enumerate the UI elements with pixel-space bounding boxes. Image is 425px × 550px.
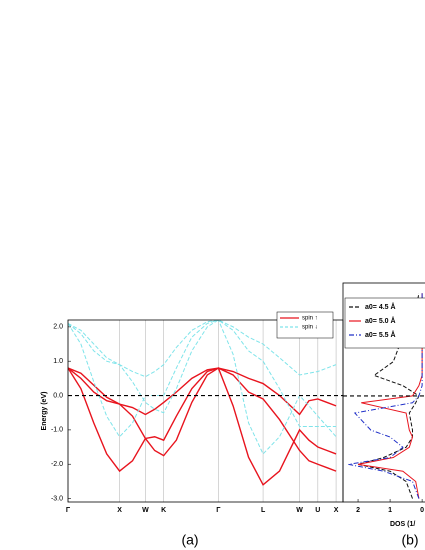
x-tick-label: Γ	[66, 507, 71, 514]
x-tick-label: X	[334, 507, 339, 514]
x-tick-label: 2	[356, 507, 360, 514]
plot-frame	[342, 282, 425, 503]
x-tick-label: L	[261, 507, 266, 514]
legend-label: a0= 4.5 Å	[365, 302, 396, 311]
legend-label: spin ↓	[302, 325, 318, 331]
y-tick-label: 1.0	[53, 358, 63, 365]
legend-label: a0= 5.5 Å	[365, 330, 396, 339]
legend-box	[344, 297, 425, 349]
band-line	[68, 320, 337, 378]
y-tick-label: -1.0	[51, 427, 63, 434]
x-axis-label: DOS (1/	[390, 521, 415, 528]
x-tick-label: 0	[420, 507, 424, 514]
x-tick-label: 1	[388, 507, 392, 514]
x-tick-label: W	[142, 507, 149, 514]
x-tick-label: Γ	[216, 507, 221, 514]
y-tick-label: 0.0	[53, 392, 63, 399]
legend-label: spin ↑	[302, 316, 318, 322]
y-tick-label: -3.0	[51, 495, 63, 502]
band-line	[68, 367, 337, 416]
legend-box	[276, 311, 334, 339]
x-tick-label: K	[161, 507, 166, 514]
panel-label: (b)	[401, 532, 418, 548]
x-tick-label: U	[315, 507, 320, 514]
band-line	[68, 367, 337, 486]
y-tick-label: -2.0	[51, 461, 63, 468]
band-line	[68, 367, 337, 472]
band-line	[68, 320, 337, 427]
dos-line	[348, 293, 423, 499]
y-axis-label: Energy (eV)	[41, 392, 48, 431]
panel-label: (a)	[181, 532, 198, 548]
y-tick-label: 2.0	[53, 324, 63, 331]
band-line	[68, 320, 337, 455]
x-tick-label: W	[296, 507, 303, 514]
x-tick-label: X	[117, 507, 122, 514]
legend-label: a0= 5.0 Å	[365, 316, 396, 325]
plot-area	[68, 320, 343, 486]
